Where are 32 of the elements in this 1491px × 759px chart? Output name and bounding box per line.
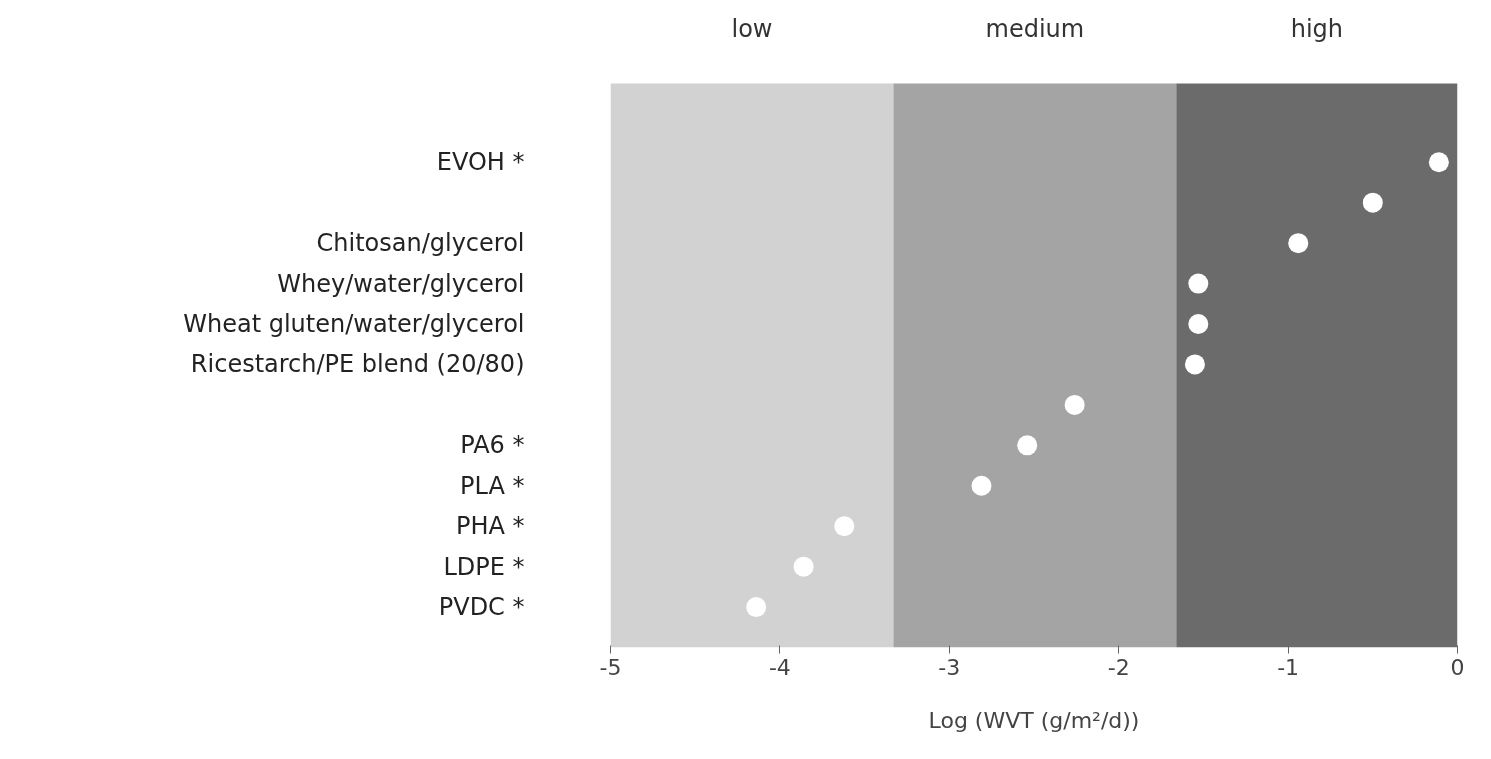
x-tick-label: -5 [599, 654, 622, 680]
y-tick-label: Whey/water/glycerol [277, 269, 525, 298]
x-tick-label: -2 [1107, 654, 1130, 680]
y-tick-label: Wheat gluten/water/glycerol [183, 310, 525, 338]
point [793, 556, 814, 577]
x-tick-label: -3 [938, 654, 961, 680]
x-tick-label: -1 [1277, 654, 1300, 680]
x-tick-label: 0 [1450, 654, 1465, 680]
y-tick-label: PA6 * [460, 431, 525, 460]
point [746, 597, 767, 618]
x-axis-title: Log (WVT (g/m²/d)) [928, 707, 1140, 733]
y-tick-label: EVOH * [436, 148, 525, 177]
y-tick-label: Chitosan/glycerol [316, 229, 525, 258]
point [1188, 314, 1209, 334]
point [834, 516, 855, 537]
y-tick-label: PHA * [455, 512, 525, 541]
point [1362, 192, 1383, 213]
band-label: medium [985, 14, 1085, 43]
y-tick-label: Ricestarch/PE blend (20/80) [190, 350, 525, 379]
y-tick-label: PLA * [460, 471, 525, 500]
x-tick-label: -4 [768, 654, 791, 680]
y-tick-label: PVDC * [438, 593, 525, 622]
point [1017, 435, 1038, 456]
point [1184, 354, 1205, 375]
band-label: low [731, 14, 773, 43]
point [971, 475, 992, 496]
point [1288, 233, 1309, 254]
point [1428, 152, 1449, 173]
band-label: high [1290, 14, 1344, 43]
y-tick-label: LDPE * [443, 552, 525, 581]
point [1188, 273, 1209, 294]
point [1064, 394, 1085, 415]
